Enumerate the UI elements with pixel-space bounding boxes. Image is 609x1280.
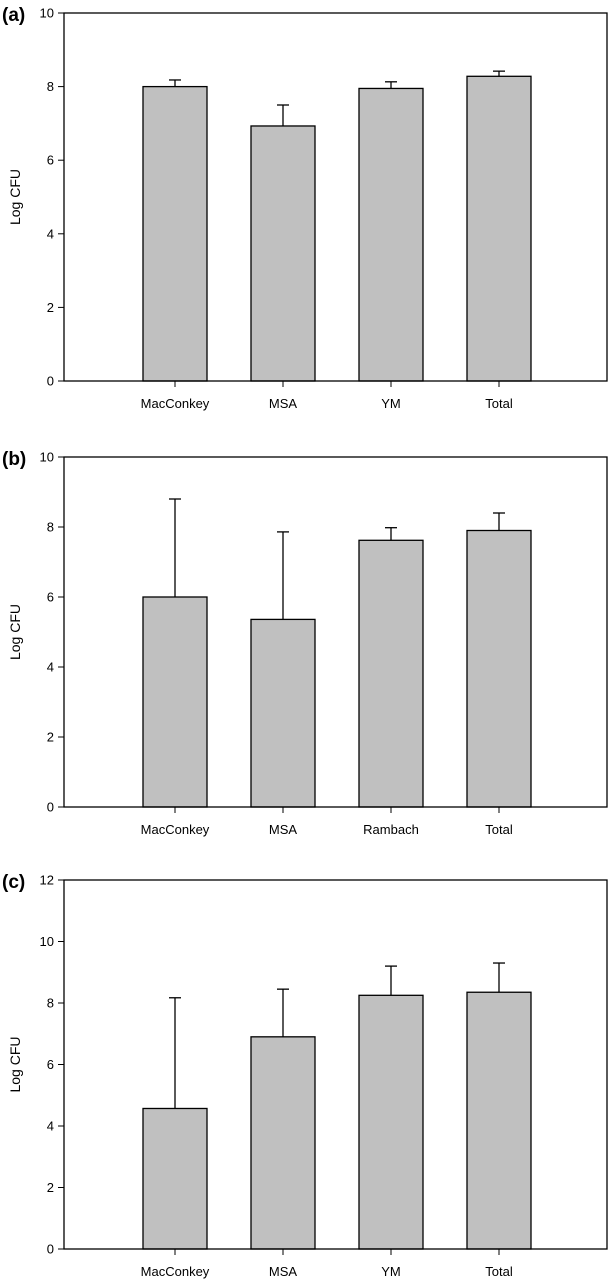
y-tick-label: 6 xyxy=(47,153,54,168)
panel-label: (b) xyxy=(2,449,26,470)
chart-panel-3: (c) MacConkey MSA YM Total 0 2 4 6 8 10 12 Log CFU xyxy=(2,872,608,1279)
y-tick-label: 6 xyxy=(47,1057,54,1072)
x-tick-label: MacConkey xyxy=(141,822,210,837)
bar-msa xyxy=(250,125,316,382)
bar-msa xyxy=(250,618,316,808)
bar-ym xyxy=(358,994,424,1250)
y-tick-label: 10 xyxy=(40,934,54,949)
bar-total xyxy=(466,529,532,808)
y-tick-label: 4 xyxy=(47,660,54,675)
y-tick-label: 0 xyxy=(47,800,54,815)
y-axis-label: Log CFU xyxy=(7,169,23,225)
y-tick-label: 0 xyxy=(47,1242,54,1257)
y-tick-label: 6 xyxy=(47,590,54,605)
y-tick-label: 10 xyxy=(40,450,54,465)
y-tick-label: 10 xyxy=(40,6,54,21)
y-tick-label: 12 xyxy=(40,873,54,888)
y-tick-label: 2 xyxy=(47,730,54,745)
bar-ym xyxy=(358,87,424,382)
y-tick-label: 2 xyxy=(47,1180,54,1195)
bar-macconkey xyxy=(142,85,208,382)
bar-macconkey xyxy=(142,1107,208,1250)
x-tick-label: Total xyxy=(485,822,513,837)
bar-rambach xyxy=(358,539,424,808)
panel-label: (c) xyxy=(2,872,25,893)
chart-panel-1: (a) MacConkey MSA YM Total 0 2 4 6 8 10 Log CFU xyxy=(2,5,608,411)
y-axis-label: Log CFU xyxy=(7,604,23,660)
y-tick-label: 0 xyxy=(47,374,54,389)
x-tick-label: Total xyxy=(485,396,513,411)
x-tick-label: YM xyxy=(381,396,401,411)
y-tick-label: 4 xyxy=(47,226,54,241)
bar-macconkey xyxy=(142,596,208,808)
panel-label: (a) xyxy=(2,5,25,26)
plot-frame xyxy=(63,12,608,382)
y-tick-label: 4 xyxy=(47,1119,54,1134)
chart-panel-2: (b) MacConkey MSA Rambach Total 0 2 4 6 8 10 Log CF… xyxy=(2,449,608,837)
x-tick-label: MSA xyxy=(269,822,298,837)
bar-total xyxy=(466,991,532,1250)
plot-frame xyxy=(63,456,608,808)
y-tick-label: 8 xyxy=(47,520,54,535)
x-tick-label: MSA xyxy=(269,1264,298,1279)
y-tick-label: 8 xyxy=(47,79,54,94)
y-axis-label: Log CFU xyxy=(7,1036,23,1092)
x-tick-label: MSA xyxy=(269,396,298,411)
bar-total xyxy=(466,75,532,382)
x-tick-label: Total xyxy=(485,1264,513,1279)
y-tick-label: 8 xyxy=(47,996,54,1011)
x-tick-label: MacConkey xyxy=(141,1264,210,1279)
x-tick-label: MacConkey xyxy=(141,396,210,411)
bar-msa xyxy=(250,1036,316,1250)
x-tick-label: Rambach xyxy=(363,822,419,837)
y-tick-label: 2 xyxy=(47,300,54,315)
x-tick-label: YM xyxy=(381,1264,401,1279)
